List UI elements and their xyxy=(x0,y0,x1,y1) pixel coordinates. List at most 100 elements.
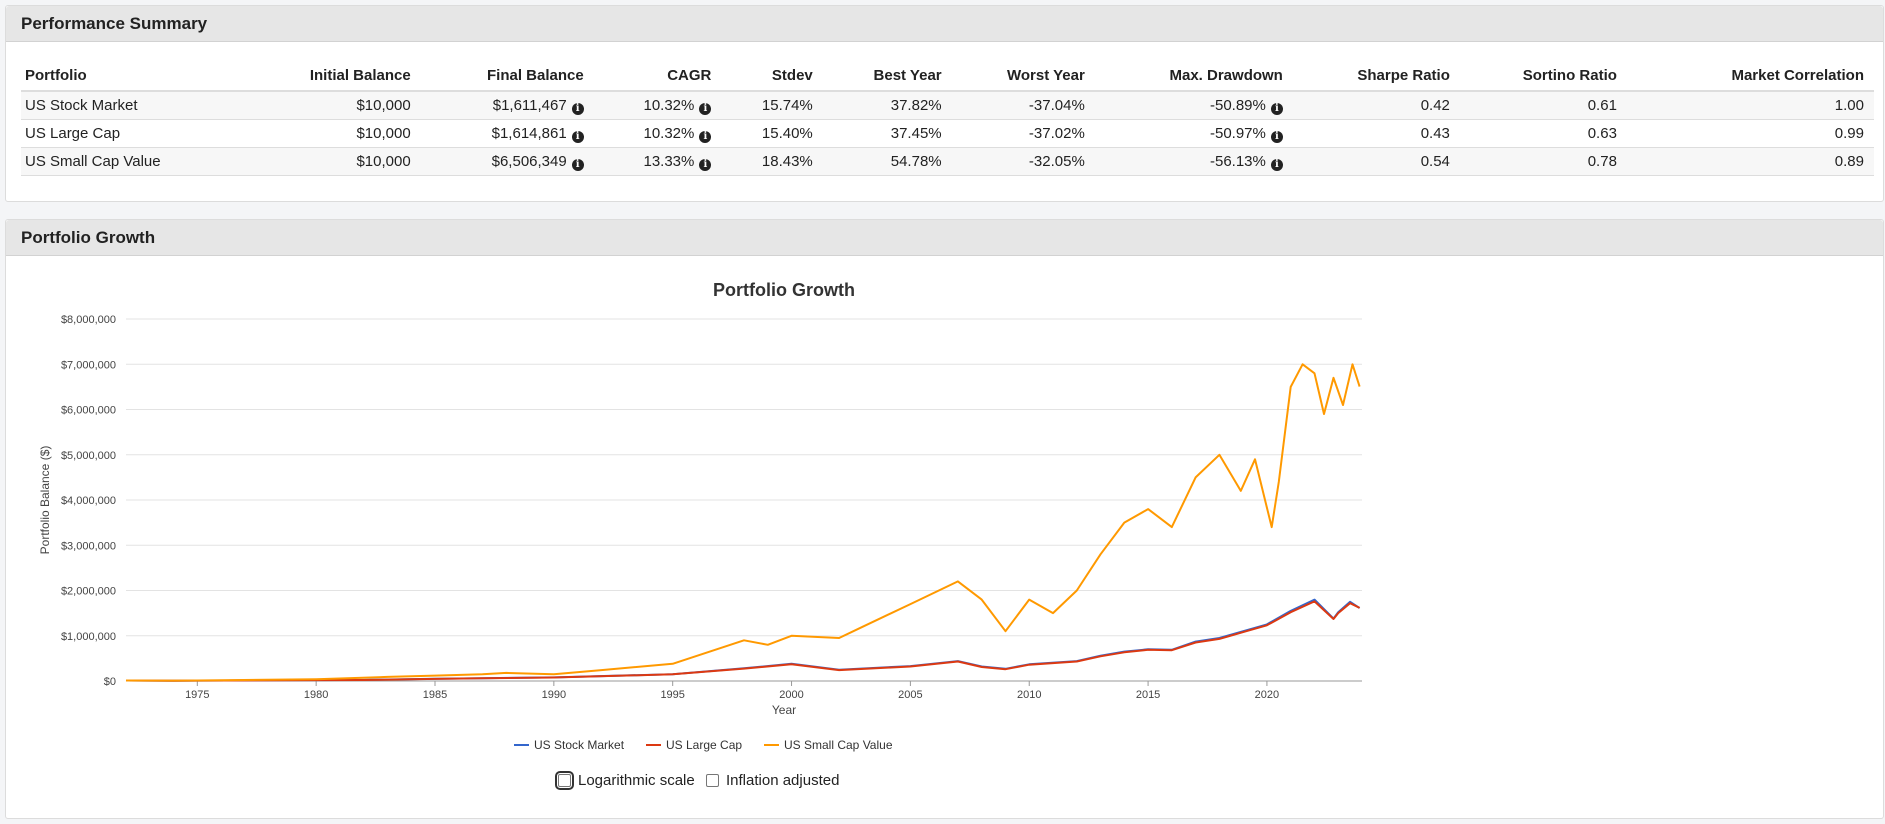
cell-drawdown-value: -56.13% xyxy=(1209,152,1266,170)
cell-initial: $10,000 xyxy=(229,91,421,120)
x-tick-label: 1975 xyxy=(185,689,209,701)
col-max-drawdown: Max. Drawdown xyxy=(1094,60,1293,92)
cell-portfolio: US Stock Market xyxy=(21,91,230,120)
col-final-balance: Final Balance xyxy=(420,60,594,92)
cell-final-value: $1,614,861 xyxy=(491,124,567,142)
cell-corr: 1.00 xyxy=(1626,91,1874,120)
cell-sortino: 0.61 xyxy=(1459,91,1627,120)
x-axis-label: Year xyxy=(772,703,796,717)
info-circle-icon[interactable]: i xyxy=(699,130,712,143)
col-sortino-ratio: Sortino Ratio xyxy=(1459,60,1627,92)
cell-stdev: 15.74% xyxy=(721,91,823,120)
x-tick-label: 1985 xyxy=(423,689,447,701)
log-scale-checkbox[interactable] xyxy=(555,771,574,790)
cell-corr: 0.99 xyxy=(1626,119,1874,148)
cell-sharpe: 0.43 xyxy=(1292,119,1460,148)
x-tick-label: 2000 xyxy=(779,689,803,701)
cell-drawdown-value: -50.89% xyxy=(1209,96,1266,114)
performance-summary-table: Portfolio Initial Balance Final Balance … xyxy=(21,60,1874,176)
portfolio-growth-panel: Portfolio Growth Portfolio Growth $0 $1,00… xyxy=(5,219,1884,819)
table-header-row: Portfolio Initial Balance Final Balance … xyxy=(21,60,1874,92)
portfolio-growth-chart: Portfolio Growth $0 $1,000,000 $2,000,000 $3… xyxy=(38,280,1362,752)
inflation-toggle[interactable]: Inflation adjusted xyxy=(706,772,839,789)
log-scale-label: Logarithmic scale xyxy=(578,772,695,789)
series-line-us-large-cap xyxy=(125,600,1361,682)
y-tick-label: $1,000,000 xyxy=(61,631,116,643)
cell-stdev: 18.43% xyxy=(721,147,823,176)
legend-label: US Small Cap Value xyxy=(784,738,893,752)
x-tick-label: 1980 xyxy=(304,689,328,701)
chart-title: Portfolio Growth xyxy=(713,280,855,300)
col-stdev: Stdev xyxy=(721,60,823,92)
cell-best: 37.45% xyxy=(822,119,952,148)
cell-worst: -32.05% xyxy=(951,147,1095,176)
cell-drawdown: -50.89% i xyxy=(1094,91,1293,120)
cell-best: 37.82% xyxy=(822,91,952,120)
log-scale-toggle[interactable]: Logarithmic scale xyxy=(555,771,695,790)
x-tick-label: 2010 xyxy=(1017,689,1041,701)
col-best-year: Best Year xyxy=(822,60,952,92)
cell-final: $1,611,467 i xyxy=(420,91,594,120)
y-tick-label: $0 xyxy=(104,676,116,688)
col-initial-balance: Initial Balance xyxy=(229,60,421,92)
performance-summary-title: Performance Summary xyxy=(6,6,1883,42)
y-axis-label: Portfolio Balance ($) xyxy=(38,446,52,555)
info-circle-icon[interactable]: i xyxy=(1270,130,1283,143)
cell-sortino: 0.63 xyxy=(1459,119,1627,148)
cell-final-value: $6,506,349 xyxy=(491,152,567,170)
cell-final: $6,506,349 i xyxy=(420,147,594,176)
y-tick-label: $5,000,000 xyxy=(61,450,116,462)
cell-cagr: 10.32% i xyxy=(593,91,722,120)
performance-summary-panel: Performance Summary Portfolio Initial Ba… xyxy=(5,5,1884,202)
cell-cagr-value: 13.33% xyxy=(643,152,695,170)
info-circle-icon[interactable]: i xyxy=(571,158,584,171)
cell-portfolio: US Large Cap xyxy=(21,119,230,148)
col-cagr: CAGR xyxy=(593,60,722,92)
table-row: US Stock Market $10,000 $1,611,467 i 10.3… xyxy=(21,91,1874,120)
cell-worst: -37.04% xyxy=(951,91,1095,120)
portfolio-growth-title: Portfolio Growth xyxy=(6,220,1883,256)
cell-portfolio: US Small Cap Value xyxy=(21,147,230,176)
cell-final: $1,614,861 i xyxy=(420,119,594,148)
x-tick-label: 2020 xyxy=(1255,689,1279,701)
cell-sortino: 0.78 xyxy=(1459,147,1627,176)
cell-corr: 0.89 xyxy=(1626,147,1874,176)
y-tick-label: $8,000,000 xyxy=(61,314,116,326)
cell-sharpe: 0.42 xyxy=(1292,91,1460,120)
x-tick-label: 2005 xyxy=(898,689,922,701)
y-tick-label: $7,000,000 xyxy=(61,359,116,371)
cell-worst: -37.02% xyxy=(951,119,1095,148)
info-circle-icon[interactable]: i xyxy=(1270,158,1283,171)
info-circle-icon[interactable]: i xyxy=(699,158,712,171)
table-row: US Small Cap Value $10,000 $6,506,349 i 1… xyxy=(21,147,1874,176)
col-sharpe-ratio: Sharpe Ratio xyxy=(1292,60,1460,92)
inflation-label: Inflation adjusted xyxy=(726,772,840,789)
cell-initial: $10,000 xyxy=(229,119,421,148)
y-tick-label: $3,000,000 xyxy=(61,540,116,552)
col-market-correlation: Market Correlation xyxy=(1626,60,1874,92)
y-tick-label: $6,000,000 xyxy=(61,405,116,417)
cell-stdev: 15.40% xyxy=(721,119,823,148)
cell-cagr-value: 10.32% xyxy=(643,124,695,142)
table-row: US Large Cap $10,000 $1,614,861 i 10.32% i… xyxy=(21,119,1874,148)
col-portfolio: Portfolio xyxy=(21,60,230,92)
x-tick-label: 1990 xyxy=(542,689,566,701)
y-tick-label: $4,000,000 xyxy=(61,495,116,507)
info-circle-icon[interactable]: i xyxy=(1270,102,1283,115)
info-circle-icon[interactable]: i xyxy=(699,102,712,115)
cell-final-value: $1,611,467 xyxy=(492,96,567,114)
legend-label: US Large Cap xyxy=(666,738,742,752)
info-circle-icon[interactable]: i xyxy=(571,130,584,143)
cell-best: 54.78% xyxy=(822,147,952,176)
cell-drawdown: -50.97% i xyxy=(1094,119,1293,148)
x-tick-label: 1995 xyxy=(660,689,684,701)
info-circle-icon[interactable]: i xyxy=(571,102,584,115)
series-line-us-small-cap-value xyxy=(125,363,1361,682)
cell-drawdown-value: -50.97% xyxy=(1209,124,1266,142)
x-tick-label: 2015 xyxy=(1136,689,1160,701)
cell-cagr: 10.32% i xyxy=(593,119,722,148)
inflation-checkbox[interactable] xyxy=(706,774,719,787)
col-worst-year: Worst Year xyxy=(951,60,1095,92)
y-tick-label: $2,000,000 xyxy=(61,586,116,598)
cell-cagr-value: 10.32% xyxy=(643,96,695,114)
